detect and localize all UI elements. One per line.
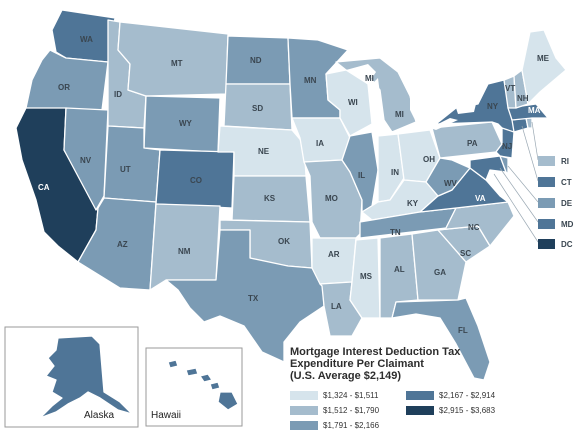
label-wa: WA	[80, 35, 93, 44]
hi-island-5	[217, 391, 239, 411]
label-id: ID	[114, 90, 122, 99]
label-nm: NM	[178, 247, 191, 256]
label-ga: GA	[434, 268, 446, 277]
label-nd: ND	[250, 56, 262, 65]
legend-range: $1,791 - $2,166	[323, 420, 380, 430]
state-nv	[63, 107, 109, 211]
label-ca: CA	[38, 183, 50, 192]
label-ut: UT	[120, 165, 131, 174]
label-ia: IA	[316, 139, 324, 148]
label-nv: NV	[80, 156, 92, 165]
state-fl	[391, 297, 491, 381]
label-tx: TX	[248, 294, 259, 303]
state-ar	[311, 237, 357, 285]
label-il: IL	[358, 171, 365, 180]
ne-leader-lines	[493, 121, 539, 243]
label-wv: WV	[444, 179, 458, 188]
label-ny: NY	[487, 102, 499, 111]
ne-legend-item: MD	[538, 218, 573, 230]
label-ms: MS	[360, 272, 373, 281]
label-oh: OH	[423, 155, 435, 164]
legend-title: Mortgage Interest Deduction Tax Expendit…	[290, 346, 550, 382]
label-mn: MN	[304, 76, 317, 85]
legend-swatch	[406, 405, 434, 415]
hi-island-2	[185, 367, 199, 377]
ne-legend-label: MD	[561, 219, 574, 229]
ne-legend-item: DC	[538, 238, 573, 250]
label-ks: KS	[264, 194, 276, 203]
label-or: OR	[58, 83, 70, 92]
label-nc: NC	[468, 223, 480, 232]
label-mi: MI	[395, 110, 404, 119]
legend-class-item: $2,167 - $2,914	[406, 389, 495, 401]
label-ok: OK	[278, 237, 290, 246]
ne-legend-label: CT	[561, 177, 572, 187]
label-ky: KY	[407, 199, 419, 208]
state-ak	[39, 335, 133, 419]
legend-title-line: (U.S. Average $2,149)	[290, 370, 402, 382]
label-la: LA	[331, 302, 342, 311]
state-hi	[167, 359, 239, 411]
great-lakes	[346, 64, 476, 130]
legend-swatch	[290, 405, 318, 415]
ne-legend-swatch	[538, 156, 555, 166]
label-sc: SC	[460, 249, 471, 258]
label-mo: MO	[325, 194, 338, 203]
label-co: CO	[190, 176, 202, 185]
legend-range: $1,324 - $1,511	[323, 390, 379, 400]
label-ar: AR	[328, 250, 340, 259]
ne-legend-swatch	[538, 198, 555, 208]
legend-title-line: Expenditure Per Claimant	[290, 358, 424, 370]
legend-swatch	[290, 390, 318, 400]
label-in: IN	[391, 168, 399, 177]
label-fl: FL	[458, 326, 468, 335]
hi-island-1	[167, 359, 179, 369]
ne-legend-swatch	[538, 239, 555, 249]
label-ne: NE	[258, 147, 270, 156]
legend-class-item: $1,324 - $1,511	[290, 389, 378, 401]
label-vt: VT	[505, 84, 515, 93]
label-nh: NH	[517, 94, 529, 103]
label-me: ME	[537, 54, 550, 63]
label-nj: NJ	[502, 142, 512, 151]
ne-legend-item: DE	[538, 197, 572, 209]
hawaii-label: Hawaii	[151, 410, 182, 421]
ne-legend-item: RI	[538, 155, 569, 167]
label-mi-upper: MI	[365, 74, 374, 83]
legend-class-item: $1,791 - $2,166	[290, 419, 379, 431]
label-az: AZ	[117, 240, 128, 249]
ne-legend-item: CT	[538, 176, 572, 188]
ne-legend-swatch	[538, 219, 555, 229]
state-ms	[349, 237, 381, 319]
ne-legend-swatch	[538, 177, 555, 187]
ne-legend-label: DC	[561, 239, 573, 249]
label-tn: TN	[390, 228, 401, 237]
legend-title-line: Mortgage Interest Deduction Tax	[290, 346, 461, 358]
state-de	[499, 155, 509, 175]
legend-range: $2,915 - $3,683	[439, 405, 496, 415]
label-mt: MT	[171, 59, 183, 68]
ne-legend-label: RI	[561, 156, 569, 166]
hi-island-4	[209, 381, 221, 391]
legend-class-item: $2,915 - $3,683	[406, 404, 495, 416]
alaska-label: Alaska	[84, 410, 115, 421]
hawaii-inset-frame	[145, 347, 243, 427]
legend-swatch	[290, 420, 318, 430]
legend-range: $1,512 - $1,790	[323, 405, 380, 415]
label-wi: WI	[348, 98, 358, 107]
state-me	[521, 29, 567, 105]
label-va: VA	[475, 194, 486, 203]
ne-legend-label: DE	[561, 198, 573, 208]
hi-island-3	[199, 373, 213, 383]
state-tx	[165, 229, 325, 363]
label-sd: SD	[252, 104, 263, 113]
label-al: AL	[394, 265, 405, 274]
label-ma: MA	[528, 106, 541, 115]
label-pa: PA	[467, 139, 478, 148]
label-wy: WY	[179, 119, 193, 128]
legend-swatch	[406, 390, 434, 400]
legend-class-item: $1,512 - $1,790	[290, 404, 379, 416]
legend-range: $2,167 - $2,914	[439, 390, 496, 400]
